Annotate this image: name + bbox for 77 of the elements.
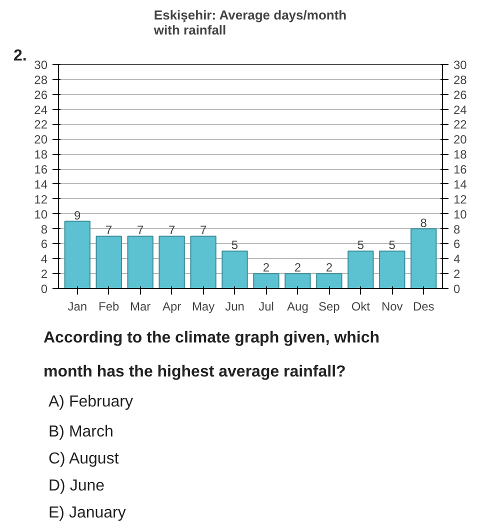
y-tick-label: 22 (34, 118, 48, 132)
x-tick-label: May (192, 300, 215, 314)
text: C) August (48, 450, 120, 468)
y-tick-label: 10 (34, 207, 48, 222)
y2-tick-label: 26 (454, 88, 468, 102)
text: E) January (48, 504, 126, 522)
bar (96, 236, 122, 288)
x-tick-label: Des (412, 300, 434, 314)
text: D) June (48, 478, 105, 494)
y-tick-label: 16 (34, 162, 48, 177)
text: month has the highest average rainfall? (44, 364, 346, 380)
y2-tick-label: 30 (454, 58, 468, 72)
y2-tick-label: 20 (454, 132, 468, 147)
x-tick-label: Jul (258, 300, 274, 314)
text: B) March (48, 424, 114, 440)
data-label: 8 (420, 216, 428, 230)
text: 2. (14, 48, 27, 64)
data-label: 7 (168, 223, 176, 238)
y2-tick-label: 10 (454, 207, 468, 222)
x-tick-label: Jan (68, 300, 88, 314)
y-tick-label: 12 (34, 192, 48, 206)
x-tick-label: Nov (381, 300, 403, 314)
y2-tick-label: 2 (454, 267, 460, 282)
x-tick-label: Sep (318, 300, 340, 314)
data-label: 7 (106, 223, 113, 238)
bar (410, 228, 437, 288)
y-tick-label: 28 (34, 72, 48, 87)
data-label: 5 (231, 238, 238, 252)
y2-tick-label: 24 (454, 102, 468, 117)
data-label: 7 (137, 223, 144, 238)
data-label: 5 (357, 238, 364, 252)
y2-tick-label: 0 (454, 282, 460, 296)
y2-tick-label: 18 (454, 148, 468, 162)
bar (222, 250, 248, 288)
bar (284, 273, 311, 288)
bar (316, 273, 342, 288)
y-tick-label: 0 (40, 282, 48, 296)
text: According to the climate graph given, which (44, 330, 380, 346)
text: A) February (48, 394, 133, 410)
y-tick-label: 26 (34, 88, 48, 102)
x-tick-label: Feb (98, 300, 120, 314)
data-label: 5 (388, 238, 396, 252)
y-tick-label: 18 (34, 148, 48, 162)
x-tick-label: Okt (351, 300, 371, 314)
y2-tick-label: 6 (454, 237, 460, 252)
bar (64, 220, 90, 288)
x-tick-label: Aug (287, 300, 308, 314)
y-tick-label: 6 (40, 237, 48, 252)
bar (348, 250, 374, 288)
y2-tick-label: 8 (454, 222, 460, 236)
data-label: 2 (326, 260, 333, 275)
y2-tick-label: 28 (454, 72, 468, 87)
bar (253, 273, 280, 288)
bar (158, 236, 185, 288)
y2-tick-label: 16 (454, 162, 468, 177)
data-label: 9 (74, 208, 82, 222)
chart-title: Eskişehir: Average days/month with rainfall (152, 8, 347, 38)
y2-tick-label: 12 (454, 192, 468, 206)
y-tick-label: 20 (34, 132, 48, 147)
y-tick-label: 14 (34, 177, 48, 192)
x-tick-label: Apr (162, 300, 182, 314)
y2-tick-label: 4 (454, 252, 460, 266)
x-tick-label: Jun (225, 300, 244, 314)
data-label: 7 (200, 223, 207, 238)
y-tick-label: 8 (40, 222, 48, 236)
data-label: 2 (294, 260, 302, 275)
bar (190, 236, 216, 288)
bar (127, 236, 154, 288)
x-tick-label: Mar (130, 300, 151, 314)
y-tick-label: 30 (34, 58, 48, 72)
y-tick-label: 24 (34, 102, 48, 117)
y-tick-label: 4 (40, 252, 48, 266)
bar (379, 250, 406, 288)
y2-tick-label: 14 (454, 177, 468, 192)
data-label: 2 (262, 260, 270, 275)
y-tick-label: 2 (40, 267, 48, 282)
y2-tick-label: 22 (454, 118, 468, 132)
